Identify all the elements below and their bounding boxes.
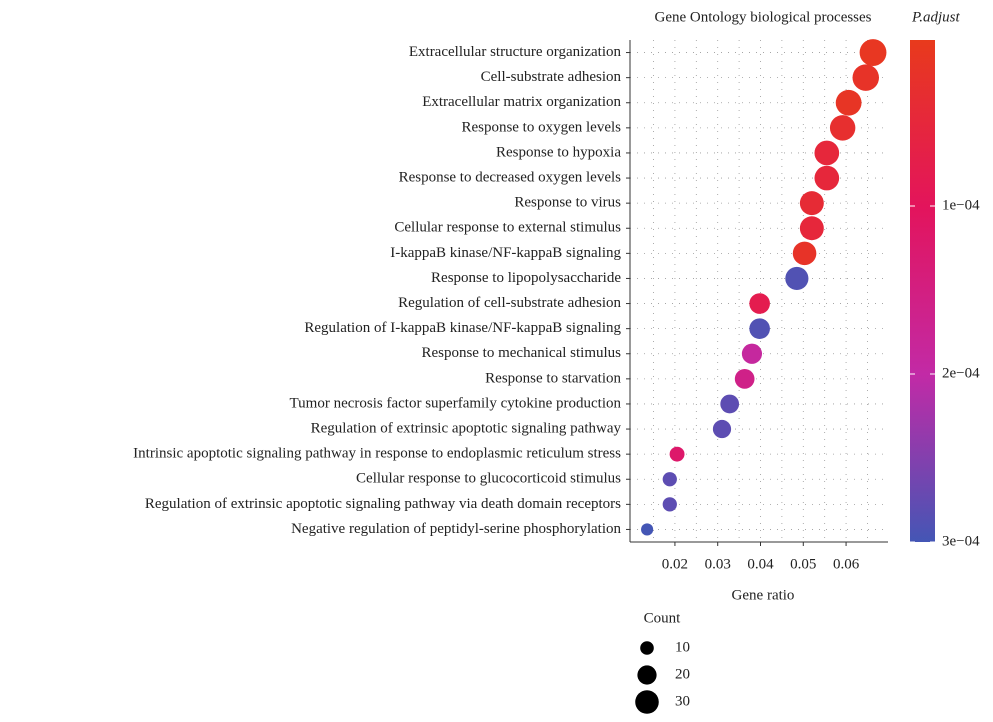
dot [829,115,856,141]
y-tick-label: Response to virus [514,195,621,211]
dot [749,293,770,314]
y-tick-label: Tumor necrosis factor superfamily cytoki… [290,395,622,411]
y-tick-label: Intrinsic apoptotic signaling pathway in… [133,446,621,462]
x-axis-label: Gene ratio [732,587,795,603]
dot [852,64,880,91]
colorbar-tick-label: 1e−04 [942,197,980,213]
size-legend-dot [640,641,654,655]
size-legend-label: 10 [675,639,690,655]
dot [712,419,732,439]
chart-title: Gene Ontology biological processes [654,9,871,25]
dot [785,266,809,291]
dot [641,523,654,536]
size-legend-label: 20 [675,666,690,682]
y-tick-label: I-kappaB kinase/NF-kappaB signaling [390,245,621,261]
dot [814,140,840,166]
dot [835,89,862,116]
y-tick-label: Response to starvation [485,370,621,386]
y-tick-label: Response to oxygen levels [461,119,621,135]
dot [669,446,685,462]
x-tick-label: 0.04 [747,556,774,572]
y-tick-label: Response to decreased oxygen levels [399,169,622,185]
colorbar [910,40,935,542]
y-tick-label: Cellular response to external stimulus [394,220,621,236]
colorbar-tick-label: 2e−04 [942,365,980,381]
y-tick-label: Regulation of cell-substrate adhesion [398,295,621,311]
dot [749,318,770,339]
y-tick-label: Regulation of extrinsic apoptotic signal… [145,496,621,512]
x-tick-label: 0.06 [833,556,860,572]
y-tick-label: Response to hypoxia [496,144,621,160]
y-tick-label: Extracellular structure organization [409,44,622,60]
y-tick-label: Extracellular matrix organization [422,94,621,110]
dot [799,191,824,216]
dot [799,216,824,241]
size-legend-title: Count [644,610,682,626]
size-legend-dot [635,690,659,714]
dot [662,497,677,512]
size-legend-label: 30 [675,693,690,709]
dot [720,394,740,414]
dot [814,165,840,191]
dot [859,39,887,66]
y-tick-label: Cellular response to glucocorticoid stim… [356,471,621,487]
size-legend-dot [637,665,657,685]
dot [734,368,755,389]
dot [792,241,817,266]
x-tick-label: 0.02 [662,556,688,572]
y-tick-label: Cell-substrate adhesion [481,69,622,85]
dot [662,472,677,487]
y-tick-label: Regulation of I-kappaB kinase/NF-kappaB … [304,320,621,336]
colorbar-tick-label: 3e−04 [942,533,980,549]
y-tick-label: Response to mechanical stimulus [421,345,621,361]
y-tick-label: Negative regulation of peptidyl-serine p… [291,521,621,537]
y-tick-label: Response to lipopolysaccharide [431,270,621,286]
x-tick-label: 0.05 [790,556,816,572]
x-tick-label: 0.03 [705,556,731,572]
colorbar-title: P.adjust [911,9,960,25]
dot [741,343,763,364]
y-tick-label: Regulation of extrinsic apoptotic signal… [311,420,622,436]
